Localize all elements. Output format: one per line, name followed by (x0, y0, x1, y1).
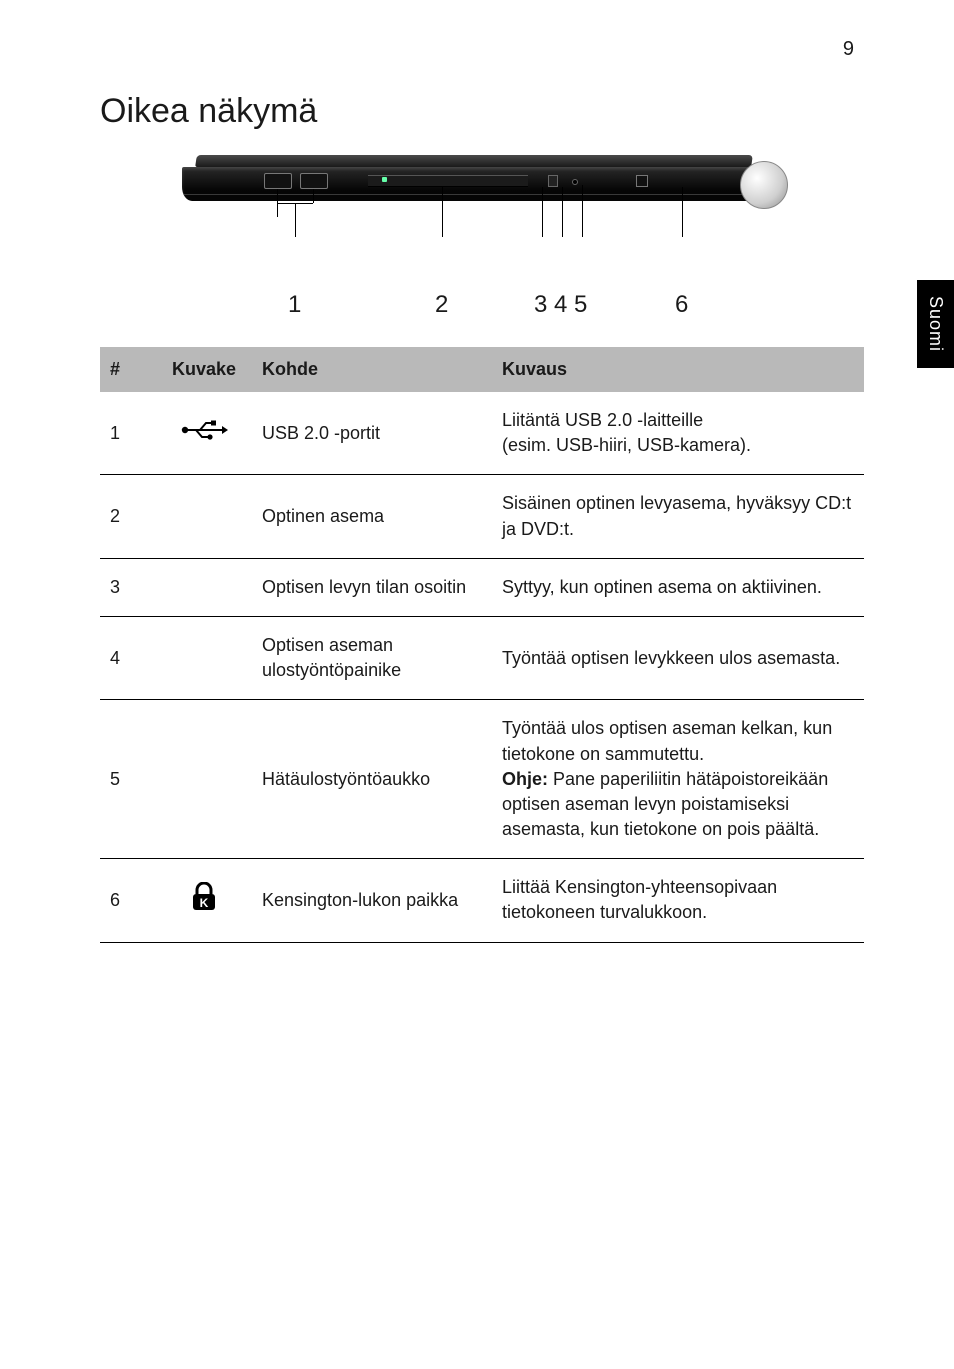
cell-desc: Työntää optisen levykkeen ulos asemasta. (492, 616, 864, 699)
th-icon: Kuvake (156, 347, 252, 392)
callout-1: 1 (288, 291, 301, 319)
cell-icon: K (156, 859, 252, 942)
table-row: 1 USB 2.0 -portitLiitäntä USB 2.0 -laitte… (100, 392, 864, 475)
table-row: 4 Optisen aseman ulostyöntöpainikeTyöntää… (100, 616, 864, 699)
callout-5: 5 (574, 291, 587, 319)
cell-num: 2 (100, 475, 156, 558)
th-num: # (100, 347, 156, 392)
table-row: 3 Optisen levyn tilan osoitinSyttyy, kun … (100, 558, 864, 616)
callout-4: 4 (554, 291, 567, 319)
cell-num: 5 (100, 700, 156, 859)
cell-item: Hätäulostyöntöaukko (252, 700, 492, 859)
lock-icon: K (191, 882, 217, 912)
cell-icon (156, 558, 252, 616)
cell-num: 4 (100, 616, 156, 699)
cell-num: 1 (100, 392, 156, 475)
spec-table: # Kuvake Kohde Kuvaus 1USB 2.0 -portitLi… (100, 347, 864, 943)
cell-desc: Liittää Kensington-yhteensopivaan tietok… (492, 859, 864, 942)
cell-desc: Syttyy, kun optinen asema on aktiivinen. (492, 558, 864, 616)
cell-desc: Työntää ulos optisen aseman kelkan, kun … (492, 700, 864, 859)
cell-item: USB 2.0 -portit (252, 392, 492, 475)
svg-text:K: K (200, 896, 209, 910)
cell-icon (156, 392, 252, 475)
cell-num: 6 (100, 859, 156, 942)
cell-item: Optisen aseman ulostyöntöpainike (252, 616, 492, 699)
cell-item: Kensington-lukon paikka (252, 859, 492, 942)
callout-3: 3 (534, 291, 547, 319)
right-view-diagram: 1 2 3 4 5 6 (182, 155, 782, 319)
table-row: 2 Optinen asemaSisäinen optinen levyasema… (100, 475, 864, 558)
cell-icon (156, 700, 252, 859)
usb-icon (180, 419, 228, 441)
cell-icon (156, 616, 252, 699)
page-number: 9 (843, 38, 854, 61)
cell-num: 3 (100, 558, 156, 616)
cell-icon (156, 475, 252, 558)
callout-6: 6 (675, 291, 688, 319)
callout-2: 2 (435, 291, 448, 319)
cell-desc: Sisäinen optinen levyasema, hyväksyy CD:… (492, 475, 864, 558)
th-item: Kohde (252, 347, 492, 392)
language-tab: Suomi (917, 280, 954, 368)
table-row: 5 HätäulostyöntöaukkoTyöntää ulos optisen… (100, 700, 864, 859)
page-title: Oikea näkymä (100, 92, 864, 131)
table-row: 6 K Kensington-lukon paikkaLiittää Kensing… (100, 859, 864, 942)
cell-desc: Liitäntä USB 2.0 -laitteille(esim. USB-h… (492, 392, 864, 475)
th-desc: Kuvaus (492, 347, 864, 392)
cell-item: Optinen asema (252, 475, 492, 558)
cell-item: Optisen levyn tilan osoitin (252, 558, 492, 616)
